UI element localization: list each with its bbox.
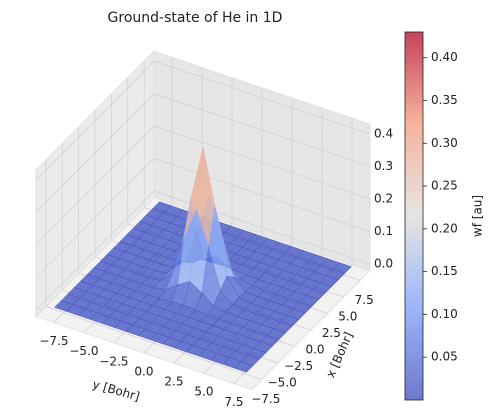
grid-line	[153, 125, 371, 200]
colorbar-tick-label: 0.20	[431, 221, 458, 235]
x-tick-label: −5.0	[69, 344, 98, 358]
x-tick-label: 7.5	[224, 395, 243, 409]
y-tick-label: −7.5	[251, 392, 280, 406]
colorbar-tick-label: 0.40	[431, 50, 458, 64]
grid-line	[153, 158, 371, 233]
y-tick-label: −5.0	[268, 376, 297, 390]
y-tick-label: 7.5	[355, 293, 374, 307]
x-tick-label: −7.5	[39, 334, 68, 348]
x-tick-label: −2.5	[99, 354, 128, 368]
surface	[54, 147, 352, 373]
surface-patch	[234, 361, 254, 373]
chart-title: Ground-state of He in 1D	[108, 10, 283, 26]
grid-line	[153, 60, 371, 135]
grid-line	[35, 158, 155, 278]
y-tick-label: 0.0	[305, 343, 324, 357]
grid-line	[153, 93, 371, 168]
colorbar-tick-label: 0.05	[431, 350, 458, 364]
z-tick-label: 0.4	[374, 127, 393, 141]
z-tick-label: 0.0	[374, 257, 393, 271]
colorbar-tick-label: 0.15	[431, 264, 458, 278]
colorbar-label: wf [au]	[471, 195, 485, 237]
grid-line	[35, 93, 155, 213]
y-tick-label: −2.5	[284, 359, 313, 373]
colorbar-tick-label: 0.35	[431, 93, 458, 107]
colorbar-tick-label: 0.30	[431, 136, 458, 150]
y-tick-label: 5.0	[338, 310, 357, 324]
colorbar-tick-label: 0.25	[431, 179, 458, 193]
y-tick-label: 2.5	[322, 326, 341, 340]
colorbar	[404, 31, 424, 401]
x-axis-label: y [Bohr]	[91, 377, 141, 404]
x-tick-label: 5.0	[194, 385, 213, 399]
x-tick-label: 0.0	[134, 364, 153, 378]
z-tick-label: 0.3	[374, 159, 393, 173]
z-tick-label: 0.2	[374, 192, 393, 206]
grid-line	[45, 306, 262, 380]
z-tick-label: 0.1	[374, 224, 393, 238]
colorbar-tick-label: 0.10	[431, 307, 458, 321]
grid-line	[35, 125, 155, 246]
grid-line	[35, 190, 155, 311]
x-tick-label: 2.5	[164, 375, 183, 389]
grid-line	[35, 60, 155, 181]
